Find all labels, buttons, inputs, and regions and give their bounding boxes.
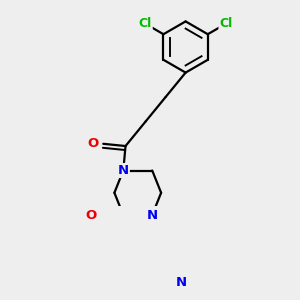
Text: Cl: Cl: [219, 17, 233, 30]
Text: N: N: [147, 208, 158, 221]
Text: N: N: [118, 164, 129, 177]
Text: O: O: [85, 208, 97, 221]
Text: N: N: [176, 276, 187, 289]
Text: Cl: Cl: [139, 17, 152, 30]
Text: O: O: [88, 137, 99, 150]
